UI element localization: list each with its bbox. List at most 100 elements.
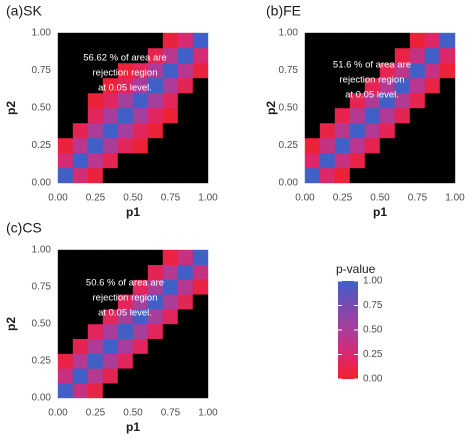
heat-cell bbox=[439, 152, 456, 169]
heat-cell bbox=[102, 107, 119, 124]
heat-cell bbox=[177, 107, 194, 124]
heat-cell bbox=[72, 294, 89, 310]
heat-cell bbox=[87, 249, 104, 266]
x-tick-label: 1.00 bbox=[198, 193, 218, 204]
heat-cell bbox=[177, 309, 194, 325]
heat-cell bbox=[334, 122, 351, 139]
y-tick-label: 0.00 bbox=[279, 178, 299, 189]
heat-cell bbox=[132, 152, 149, 169]
heat-cell bbox=[192, 137, 209, 154]
x-tick-label: 0.75 bbox=[408, 193, 428, 204]
y-tick-label: 1.00 bbox=[32, 28, 52, 39]
heat-cell bbox=[117, 368, 134, 384]
heat-cell bbox=[379, 107, 396, 124]
chart-title: (b)FE bbox=[266, 3, 301, 19]
x-tick-label: 0.75 bbox=[161, 193, 181, 204]
heat-cell bbox=[117, 32, 134, 49]
heat-cell bbox=[334, 152, 351, 169]
heat-cell bbox=[177, 383, 194, 399]
heat-cell bbox=[192, 294, 209, 310]
heat-cell bbox=[439, 167, 456, 184]
annotation: rejection region bbox=[93, 68, 158, 79]
heat-cell bbox=[334, 167, 351, 184]
heat-cell bbox=[72, 62, 89, 79]
heat-cell bbox=[57, 107, 74, 124]
heat-cell bbox=[87, 107, 104, 124]
heat-cell bbox=[72, 383, 89, 399]
heat-cell bbox=[147, 137, 164, 154]
heat-cell bbox=[57, 323, 74, 340]
heat-cell bbox=[177, 264, 194, 280]
heat-cell bbox=[87, 338, 104, 354]
x-tick-label: 0.25 bbox=[86, 193, 106, 204]
heat-cell bbox=[364, 122, 381, 139]
heat-cell bbox=[87, 368, 104, 384]
heat-cell bbox=[304, 47, 321, 64]
heat-cell bbox=[192, 32, 209, 49]
legend-tick-label: 0.00 bbox=[363, 374, 383, 385]
heat-cell bbox=[57, 32, 74, 49]
y-tick-label: 0.75 bbox=[279, 65, 299, 76]
heat-cell bbox=[147, 368, 164, 384]
heat-cell bbox=[394, 167, 411, 184]
heat-cell bbox=[439, 137, 456, 154]
heat-cell bbox=[349, 32, 366, 49]
heat-cell bbox=[147, 353, 164, 369]
heat-cell bbox=[424, 77, 441, 94]
heat-cell bbox=[319, 137, 336, 154]
heat-cell bbox=[424, 122, 441, 139]
heat-cell bbox=[304, 77, 321, 94]
heat-cell bbox=[409, 122, 426, 139]
heat-cell bbox=[132, 122, 149, 139]
heat-cell bbox=[132, 353, 149, 369]
heat-cell bbox=[87, 383, 104, 399]
heat-cell bbox=[409, 92, 426, 109]
heat-cell bbox=[439, 47, 456, 64]
heat-cell bbox=[162, 323, 179, 340]
heat-cell bbox=[132, 383, 149, 399]
heat-cell bbox=[379, 152, 396, 169]
heat-cell bbox=[439, 77, 456, 94]
heat-cell bbox=[102, 383, 119, 399]
heat-cell bbox=[192, 107, 209, 124]
heat-cell bbox=[87, 32, 104, 49]
heat-cell bbox=[117, 353, 134, 369]
heat-cell bbox=[409, 107, 426, 124]
heat-cell bbox=[192, 264, 209, 280]
heat-cell bbox=[177, 167, 194, 184]
y-axis-title: p2 bbox=[4, 101, 18, 115]
heat-cell bbox=[102, 323, 119, 340]
heat-cell bbox=[57, 368, 74, 384]
heat-cell bbox=[102, 32, 119, 49]
heat-cell bbox=[162, 279, 179, 295]
y-tick-label: 0.50 bbox=[32, 319, 52, 330]
heat-cell bbox=[87, 167, 104, 184]
heat-cell bbox=[132, 167, 149, 184]
y-tick-label: 0.75 bbox=[32, 282, 52, 293]
heat-cell bbox=[424, 167, 441, 184]
heat-cell bbox=[57, 47, 74, 64]
heat-cell bbox=[117, 107, 134, 124]
heat-cell bbox=[87, 323, 104, 340]
heat-cell bbox=[147, 338, 164, 354]
heat-cell bbox=[304, 32, 321, 49]
heat-cell bbox=[102, 249, 119, 266]
heat-cell bbox=[147, 167, 164, 184]
annotation: 51.6 % of area are bbox=[333, 60, 411, 71]
heat-cell bbox=[132, 137, 149, 154]
heat-cell bbox=[192, 383, 209, 399]
heat-cell bbox=[87, 353, 104, 369]
x-tick-label: 0.50 bbox=[370, 193, 390, 204]
heat-cell bbox=[192, 77, 209, 94]
heat-cell bbox=[72, 249, 89, 266]
legend-tick-label: 1.00 bbox=[363, 276, 383, 287]
heat-cell bbox=[57, 264, 74, 280]
heat-cell bbox=[319, 152, 336, 169]
heat-cell bbox=[162, 122, 179, 139]
heat-cell bbox=[394, 152, 411, 169]
heat-cell bbox=[424, 47, 441, 64]
heat-cell bbox=[57, 383, 74, 399]
heat-cell bbox=[409, 62, 426, 79]
x-tick-label: 0.00 bbox=[48, 408, 68, 419]
